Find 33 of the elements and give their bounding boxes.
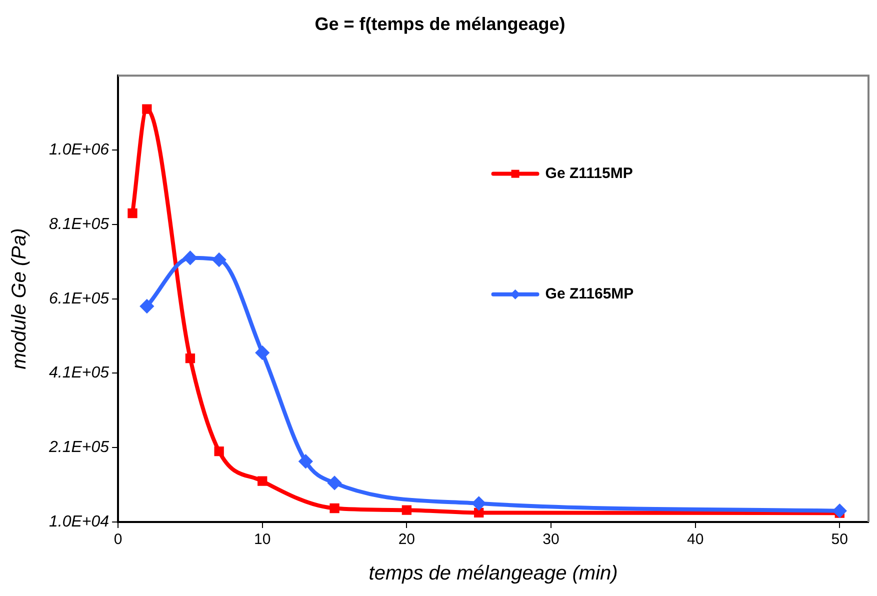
x-tick-label: 20 bbox=[398, 531, 416, 548]
point bbox=[258, 476, 268, 486]
x-tick-label: 10 bbox=[254, 531, 271, 548]
point bbox=[299, 454, 312, 468]
point bbox=[212, 253, 226, 266]
y-tick-label: 2.1E+05 bbox=[48, 439, 110, 456]
point bbox=[142, 104, 152, 114]
point bbox=[140, 300, 154, 313]
point bbox=[184, 251, 197, 264]
y-tick-label: 8.1E+05 bbox=[48, 216, 110, 233]
y-tick-label: 1.0E+06 bbox=[48, 141, 110, 158]
point bbox=[402, 505, 412, 515]
point bbox=[474, 508, 484, 518]
point bbox=[214, 446, 224, 456]
x-axis-title: temps de mélangeage (min) bbox=[368, 562, 618, 585]
chart-title: Ge = f(temps de mélangeage) bbox=[314, 14, 566, 34]
y-tick-label: 4.1E+05 bbox=[48, 364, 110, 382]
x-tick-label: 40 bbox=[686, 531, 704, 548]
point bbox=[833, 504, 846, 518]
y-tick-label: 1.0E+04 bbox=[48, 513, 110, 530]
x-tick-label: 0 bbox=[114, 531, 122, 548]
point bbox=[128, 208, 138, 218]
point bbox=[328, 476, 342, 490]
point bbox=[330, 503, 340, 514]
y-axis-title: module Ge (Pa) bbox=[8, 228, 31, 370]
point bbox=[185, 353, 196, 364]
x-tick-label: 50 bbox=[831, 531, 848, 548]
x-tick-label: 30 bbox=[542, 531, 560, 548]
legend-label: Ge Z1115MP bbox=[545, 164, 633, 182]
legend-label: Ge Z1165MP bbox=[545, 285, 634, 302]
point bbox=[472, 496, 486, 510]
point bbox=[256, 346, 269, 360]
y-tick-label: 6.1E+05 bbox=[48, 290, 110, 308]
